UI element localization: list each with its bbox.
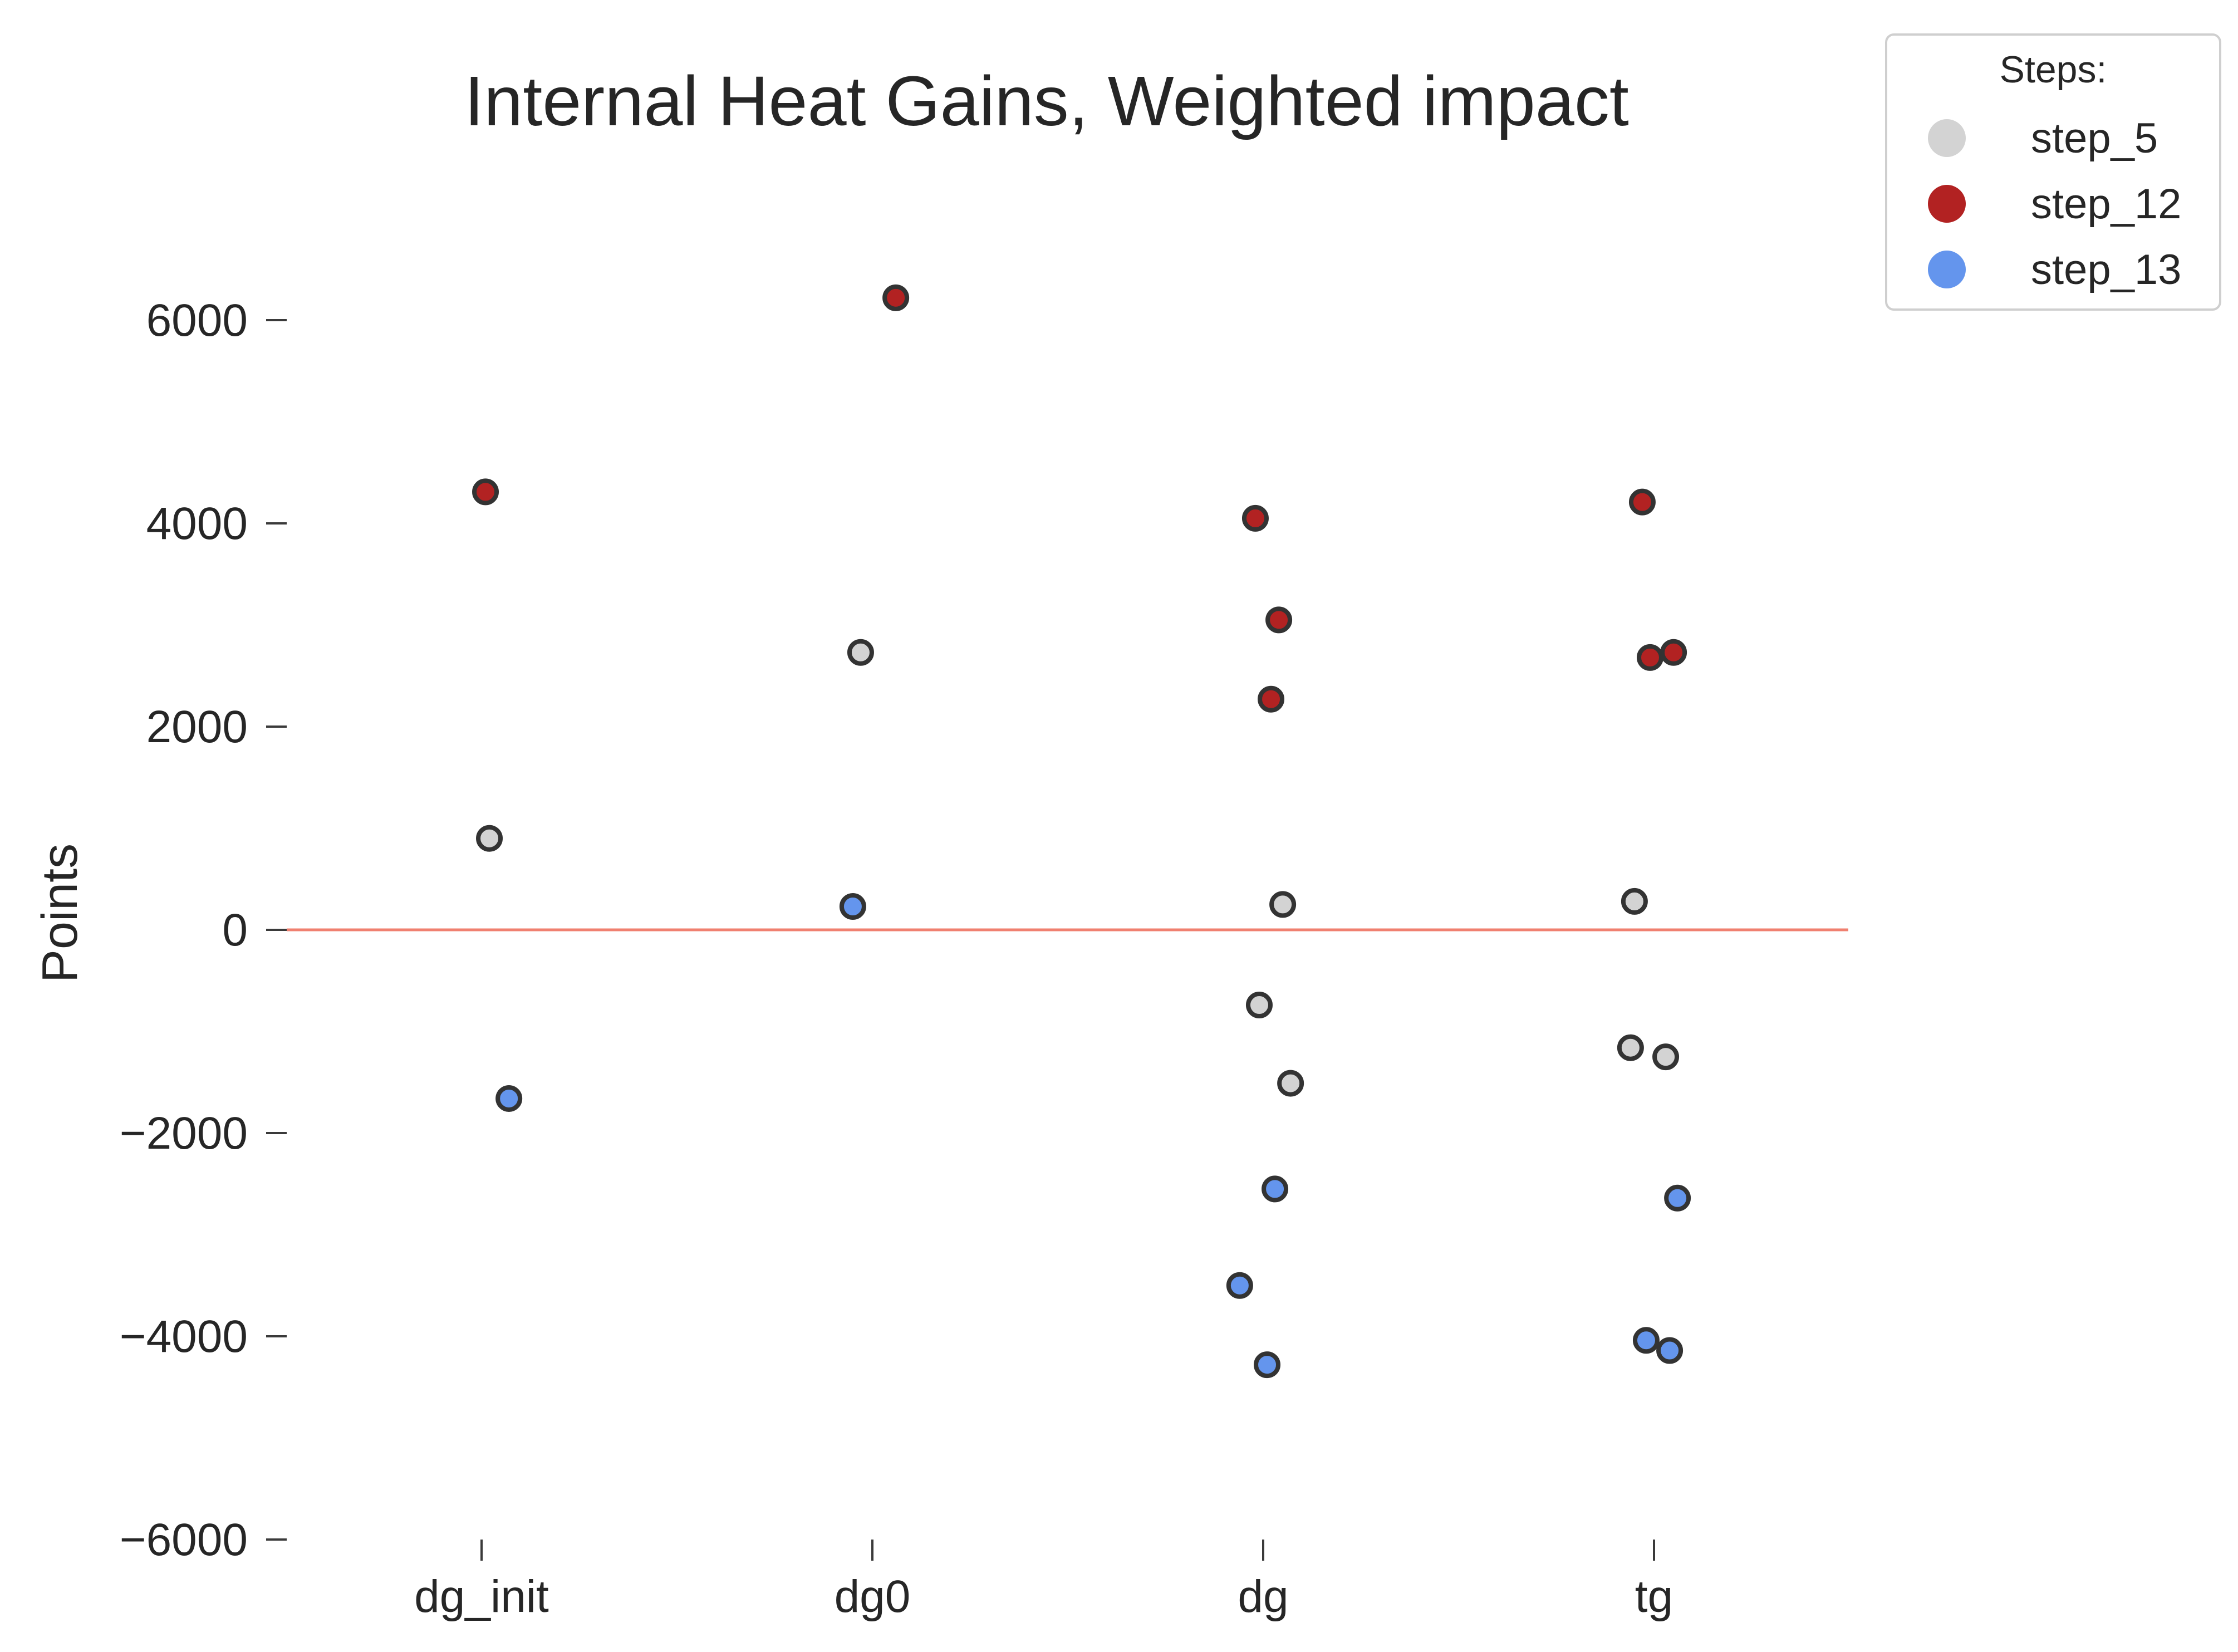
y-tick-label: −6000 [120,1514,248,1565]
data-point-step_13 [839,893,866,920]
legend: Steps: step_5 step_12 step_13 [1885,33,2221,311]
x-axis: dg_init dg0 dg tg [414,1540,1673,1622]
legend-label-step_13: step_13 [2031,246,2181,293]
data-point-step_5 [1245,992,1273,1019]
legend-title: Steps: [2000,48,2107,91]
x-tick-label: dg_init [414,1571,549,1622]
data-point-step_5 [476,825,503,852]
data-point-step_13 [1262,1175,1289,1203]
data-point-step_5 [1269,891,1297,918]
data-point-step_12 [882,284,910,311]
data-point-step_12 [1628,488,1656,516]
legend-label-step_5: step_5 [2031,115,2158,162]
y-tick-label: −2000 [120,1108,248,1159]
y-tick-label: 2000 [146,702,248,752]
y-tick-label: −4000 [120,1311,248,1362]
data-points-layer [472,284,1691,1379]
legend-marker-step_12 [1928,185,1966,223]
legend-items: step_5 step_12 step_13 [1928,115,2181,293]
data-point-step_12 [1636,644,1663,671]
y-tick-label: 0 [222,905,248,955]
legend-label-step_12: step_12 [2031,180,2181,228]
y-tick-label: 4000 [146,498,248,549]
data-point-step_5 [1277,1070,1304,1097]
data-point-step_12 [1660,639,1687,666]
data-point-step_12 [1258,685,1285,713]
data-point-step_5 [1617,1034,1644,1061]
x-tick-label: dg0 [835,1571,911,1622]
data-point-step_5 [1652,1043,1680,1071]
data-point-step_12 [472,478,499,506]
data-point-step_12 [1265,606,1293,634]
chart-title: Internal Heat Gains, Weighted impact [464,62,1629,140]
data-point-step_13 [1254,1351,1281,1379]
y-axis-label: Points [32,844,88,983]
data-point-step_13 [1656,1337,1684,1364]
x-tick-label: dg [1238,1571,1288,1622]
legend-marker-step_13 [1928,251,1966,288]
data-point-step_5 [847,639,874,666]
data-point-step_5 [1621,888,1648,915]
data-point-step_12 [1241,504,1269,532]
x-tick-label: tg [1635,1571,1673,1622]
data-point-step_13 [1226,1272,1253,1299]
data-point-step_13 [495,1085,523,1112]
y-axis: 6000 4000 2000 0 −2000 −4000 −6000 [120,295,287,1565]
legend-marker-step_5 [1928,119,1966,157]
y-tick-label: 6000 [146,295,248,346]
legend-box [1885,33,2221,311]
data-point-step_13 [1664,1184,1691,1212]
data-point-step_13 [1632,1327,1660,1354]
